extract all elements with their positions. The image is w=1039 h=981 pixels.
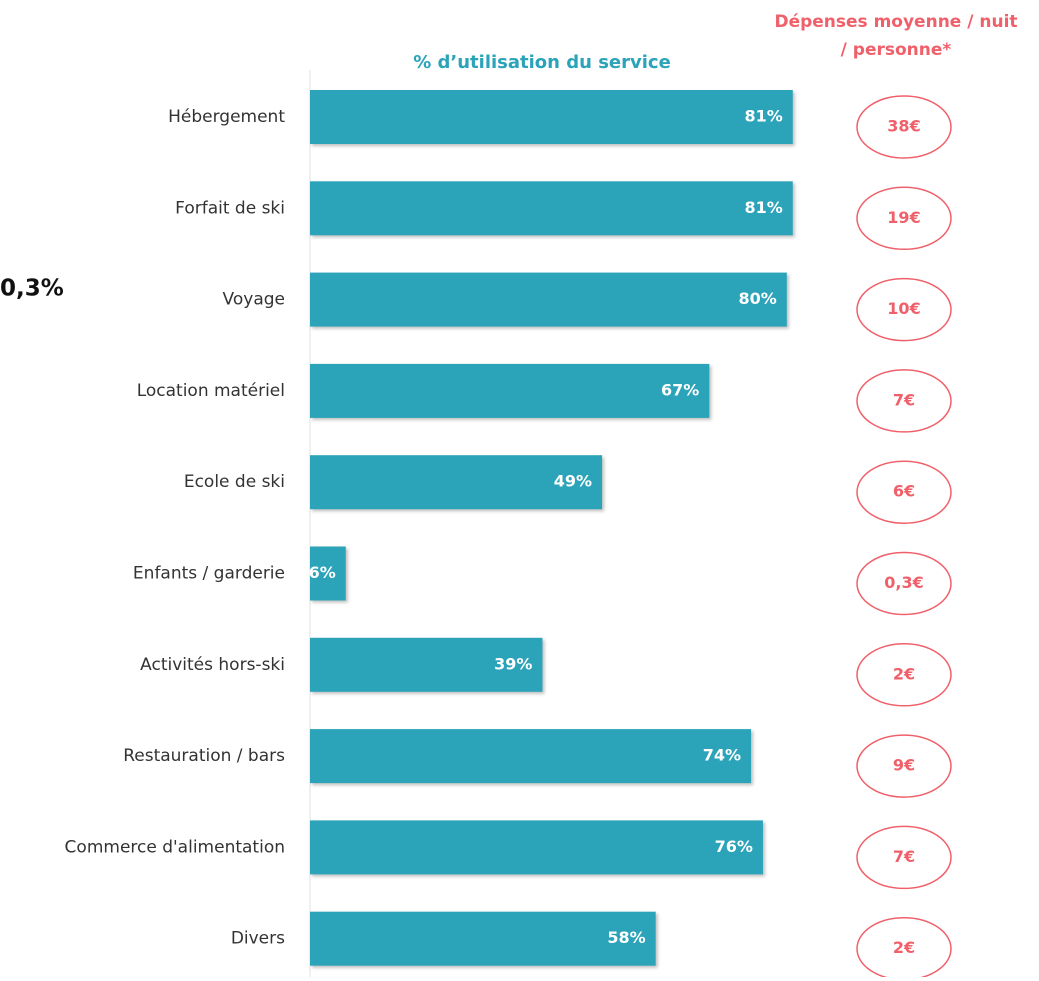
spending-circle: [856, 825, 952, 890]
spending-label: 2€: [893, 664, 915, 683]
bar: [310, 637, 543, 692]
spending-label: 7€: [893, 847, 915, 866]
value-label: 49%: [554, 472, 592, 491]
bar: [310, 90, 793, 144]
category-label: Divers: [231, 929, 285, 949]
value-label: 67%: [661, 380, 699, 399]
chart-title: % d’utilisation du service: [413, 52, 671, 73]
value-label: 39%: [494, 654, 532, 673]
value-label: 74%: [703, 746, 741, 765]
spending-label: 38€: [887, 117, 920, 136]
annotation: 0,3%: [0, 276, 64, 302]
spending-circle: [856, 551, 952, 616]
spending-circle: [856, 277, 952, 342]
spending-circle: [856, 95, 952, 159]
spending-circle: [856, 369, 952, 433]
value-label: 81%: [744, 198, 782, 217]
category-label: Forfait de ski: [175, 198, 285, 218]
spending-circle: [856, 460, 952, 524]
spending-circle: [856, 186, 952, 251]
category-label: Restauration / bars: [123, 746, 285, 766]
value-label: 80%: [739, 289, 777, 308]
spending-label: 2€: [893, 938, 915, 957]
spending-label: 10€: [887, 299, 920, 318]
category-label: Voyage: [223, 290, 285, 310]
bar: [310, 272, 787, 327]
value-label: 58%: [607, 928, 645, 947]
spending-label: 0,3€: [884, 573, 923, 592]
value-label: 6%: [309, 563, 336, 582]
category-label: Ecole de ski: [184, 472, 285, 492]
spending-label: 7€: [893, 390, 915, 409]
side-title: / personne*: [841, 40, 952, 60]
value-label: 81%: [744, 107, 782, 126]
bar: [310, 729, 752, 784]
value-label: 76%: [715, 837, 753, 856]
spending-circle: [856, 643, 952, 707]
spending-circle: [856, 734, 952, 798]
spending-label: 19€: [887, 208, 920, 227]
category-label: Activités hors-ski: [140, 655, 285, 675]
bar: [310, 455, 603, 510]
category-label: Hébergement: [168, 107, 285, 127]
category-label: Commerce d'alimentation: [65, 837, 285, 857]
spending-label: 6€: [893, 482, 915, 501]
spending-label: 9€: [893, 756, 915, 775]
side-title: Dépenses moyenne / nuit: [774, 12, 1017, 32]
bar: [310, 181, 793, 236]
bar: [310, 363, 710, 418]
category-label: Location matériel: [137, 381, 285, 401]
bar: [310, 546, 346, 601]
bar: [310, 911, 656, 966]
bar: [310, 820, 763, 875]
category-label: Enfants / garderie: [133, 564, 285, 584]
